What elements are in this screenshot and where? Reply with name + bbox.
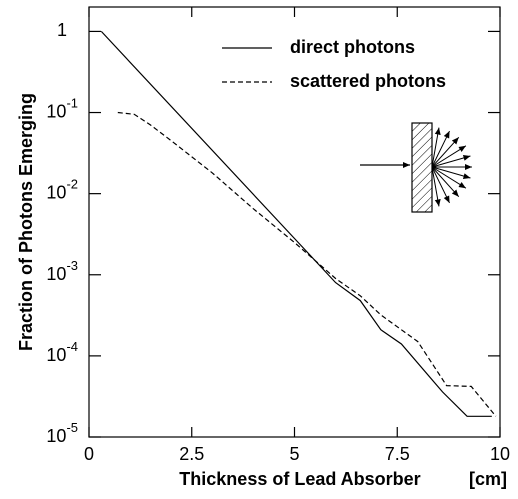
scatter-arrow: [431, 130, 450, 168]
scatter-arrow: [431, 166, 467, 189]
x-tick-label: 5: [289, 444, 299, 464]
y-tick-label: 10-4: [46, 339, 78, 364]
series-line: [117, 111, 497, 417]
scatter-arrow: [431, 127, 441, 168]
x-tick-label: 10: [490, 444, 510, 464]
x-tick-label: 7.5: [385, 444, 410, 464]
legend-label: direct photons: [290, 37, 415, 57]
inset-diagram: [360, 122, 472, 213]
y-tick-label: 10-2: [46, 177, 78, 202]
series-line: [100, 30, 492, 417]
y-tick-label: 10-5: [46, 420, 78, 445]
x-tick-label: 0: [84, 444, 94, 464]
scatter-arrow: [431, 166, 471, 179]
scatter-arrow: [431, 166, 441, 207]
scatter-arrow: [431, 136, 460, 168]
y-axis-label: Fraction of Photons Emerging: [16, 93, 36, 351]
x-axis-unit: [cm]: [469, 469, 507, 489]
y-tick-label: 10-1: [46, 96, 78, 121]
scatter-arrow: [431, 166, 450, 204]
scatter-arrow: [431, 166, 460, 198]
x-axis-label: Thickness of Lead Absorber: [179, 469, 420, 489]
scatter-arrow: [431, 145, 467, 168]
y-tick-label: 1: [57, 20, 67, 40]
y-tick-label: 10-3: [46, 258, 78, 283]
scatter-arrow: [431, 155, 471, 168]
x-tick-label: 2.5: [179, 444, 204, 464]
legend-label: scattered photons: [290, 71, 446, 91]
